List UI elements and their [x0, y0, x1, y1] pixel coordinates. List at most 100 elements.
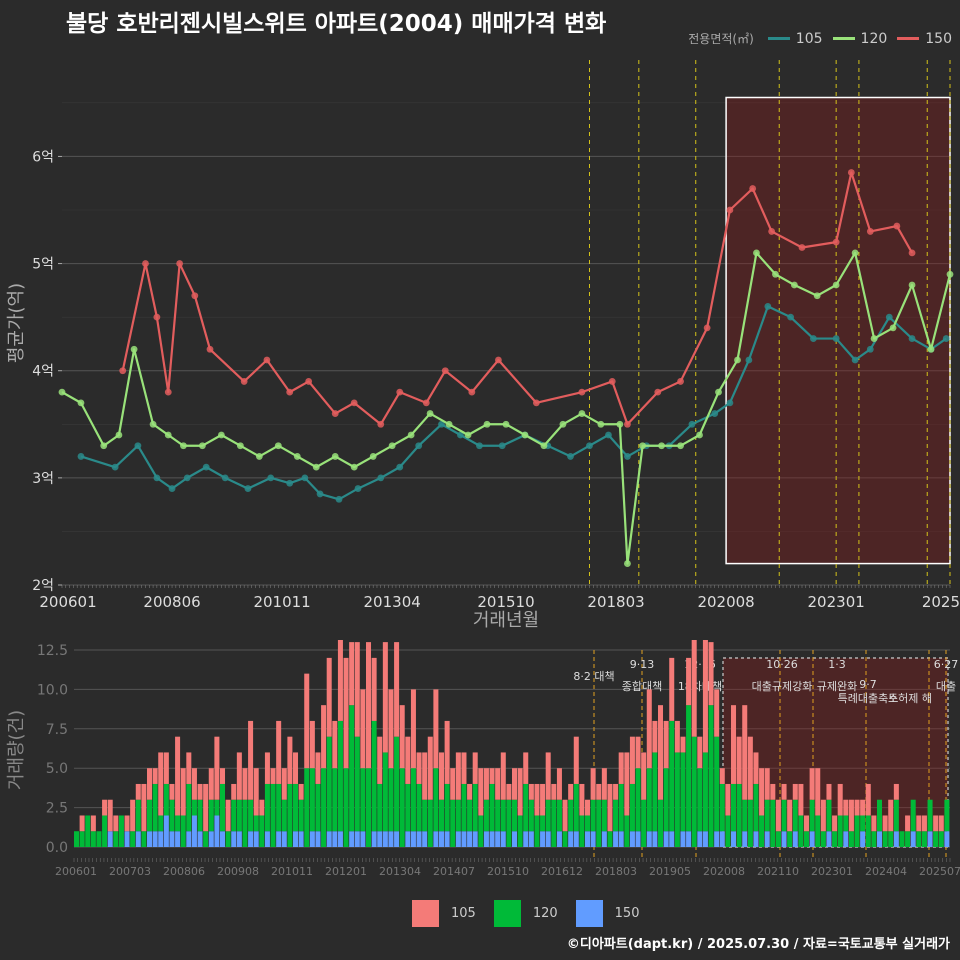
point-120	[624, 560, 631, 567]
bar-105	[916, 815, 922, 832]
bar-120	[916, 831, 922, 847]
bar-150	[826, 831, 832, 847]
bar-120	[461, 783, 467, 832]
annotation-label: 토허제 해	[888, 691, 932, 705]
bar-105	[860, 799, 866, 816]
bar-120	[489, 783, 495, 832]
bar-120	[613, 799, 619, 832]
legend-item-120: 120	[493, 900, 558, 927]
bar-120	[506, 799, 512, 847]
bar-105	[663, 720, 669, 769]
bar-120	[377, 783, 383, 832]
x-tick-label: 202404	[865, 865, 907, 878]
bar-105	[820, 799, 826, 832]
bar-120	[629, 783, 635, 832]
bar-105	[517, 768, 523, 816]
bar-105	[652, 720, 658, 753]
bar-105	[467, 783, 473, 800]
bar-120	[652, 752, 658, 832]
x-tick-label: 201803	[587, 593, 644, 611]
bar-150	[545, 831, 551, 847]
bar-105	[259, 799, 265, 816]
bar-105	[388, 689, 394, 769]
bar-120	[747, 799, 753, 847]
bar-150	[512, 831, 518, 847]
bar-105	[905, 815, 911, 832]
bar-120	[921, 831, 927, 847]
bar-105	[248, 720, 254, 800]
bar-120	[944, 799, 950, 832]
bar-150	[107, 831, 113, 847]
point-105	[832, 335, 840, 342]
point-120	[255, 453, 263, 460]
bar-105	[669, 657, 675, 721]
bar-150	[124, 831, 130, 847]
bar-105	[770, 783, 776, 800]
bar-150	[163, 815, 169, 847]
point-150	[654, 388, 662, 396]
bar-120	[832, 831, 838, 847]
bar-120	[152, 783, 158, 832]
bar-120	[158, 815, 164, 832]
point-150	[495, 356, 502, 364]
point-105	[809, 335, 817, 342]
bar-120	[349, 705, 355, 832]
bar-105	[399, 705, 405, 769]
bar-150	[332, 831, 338, 847]
bar-105	[422, 752, 428, 800]
y-tick-label: 12.5	[37, 643, 68, 659]
bar-120	[85, 815, 91, 847]
bar-120	[792, 799, 798, 832]
bar-105	[865, 783, 871, 816]
x-axis-label: 거래년월	[473, 610, 539, 631]
point-105	[221, 474, 229, 482]
bar-120	[433, 768, 439, 832]
bar-105	[197, 783, 203, 800]
bar-105	[124, 815, 130, 832]
y-tick-label: 0.0	[46, 840, 68, 856]
point-105	[438, 420, 445, 428]
bar-120	[175, 815, 181, 832]
bar-150	[433, 831, 439, 847]
bar-120	[242, 799, 248, 847]
bar-150	[714, 831, 720, 847]
bar-120	[248, 799, 254, 832]
point-120	[677, 442, 684, 450]
bar-120	[416, 783, 422, 832]
bar-120	[905, 831, 911, 847]
bar-150	[652, 831, 658, 847]
bar-150	[455, 831, 461, 847]
bar-120	[354, 736, 360, 832]
annotation-label: 대출	[936, 680, 956, 693]
point-105	[711, 410, 719, 417]
bar-150	[944, 831, 950, 847]
bar-105	[506, 783, 512, 800]
bar-120	[601, 799, 607, 832]
bar-105	[321, 705, 327, 769]
bar-120	[169, 799, 175, 832]
point-120	[889, 324, 897, 332]
bar-105	[691, 640, 697, 737]
point-120	[540, 442, 548, 450]
bar-120	[405, 783, 411, 832]
legend-item-105: 105	[767, 31, 823, 47]
bar-120	[573, 783, 579, 832]
bar-105	[433, 689, 439, 769]
point-105	[77, 453, 85, 460]
bar-105	[545, 752, 551, 800]
bar-120	[568, 799, 574, 832]
bar-120	[214, 799, 220, 816]
bar-120	[596, 799, 602, 847]
point-150	[532, 399, 540, 407]
bar-120	[191, 799, 197, 816]
bar-150	[753, 831, 759, 847]
bar-120	[775, 831, 781, 847]
point-105	[726, 399, 734, 407]
bar-150	[276, 831, 282, 847]
point-105	[787, 313, 795, 321]
point-105	[354, 485, 362, 492]
point-105	[688, 420, 696, 428]
bar-120	[753, 783, 759, 832]
bar-150	[764, 831, 770, 847]
bar-150	[405, 831, 411, 847]
